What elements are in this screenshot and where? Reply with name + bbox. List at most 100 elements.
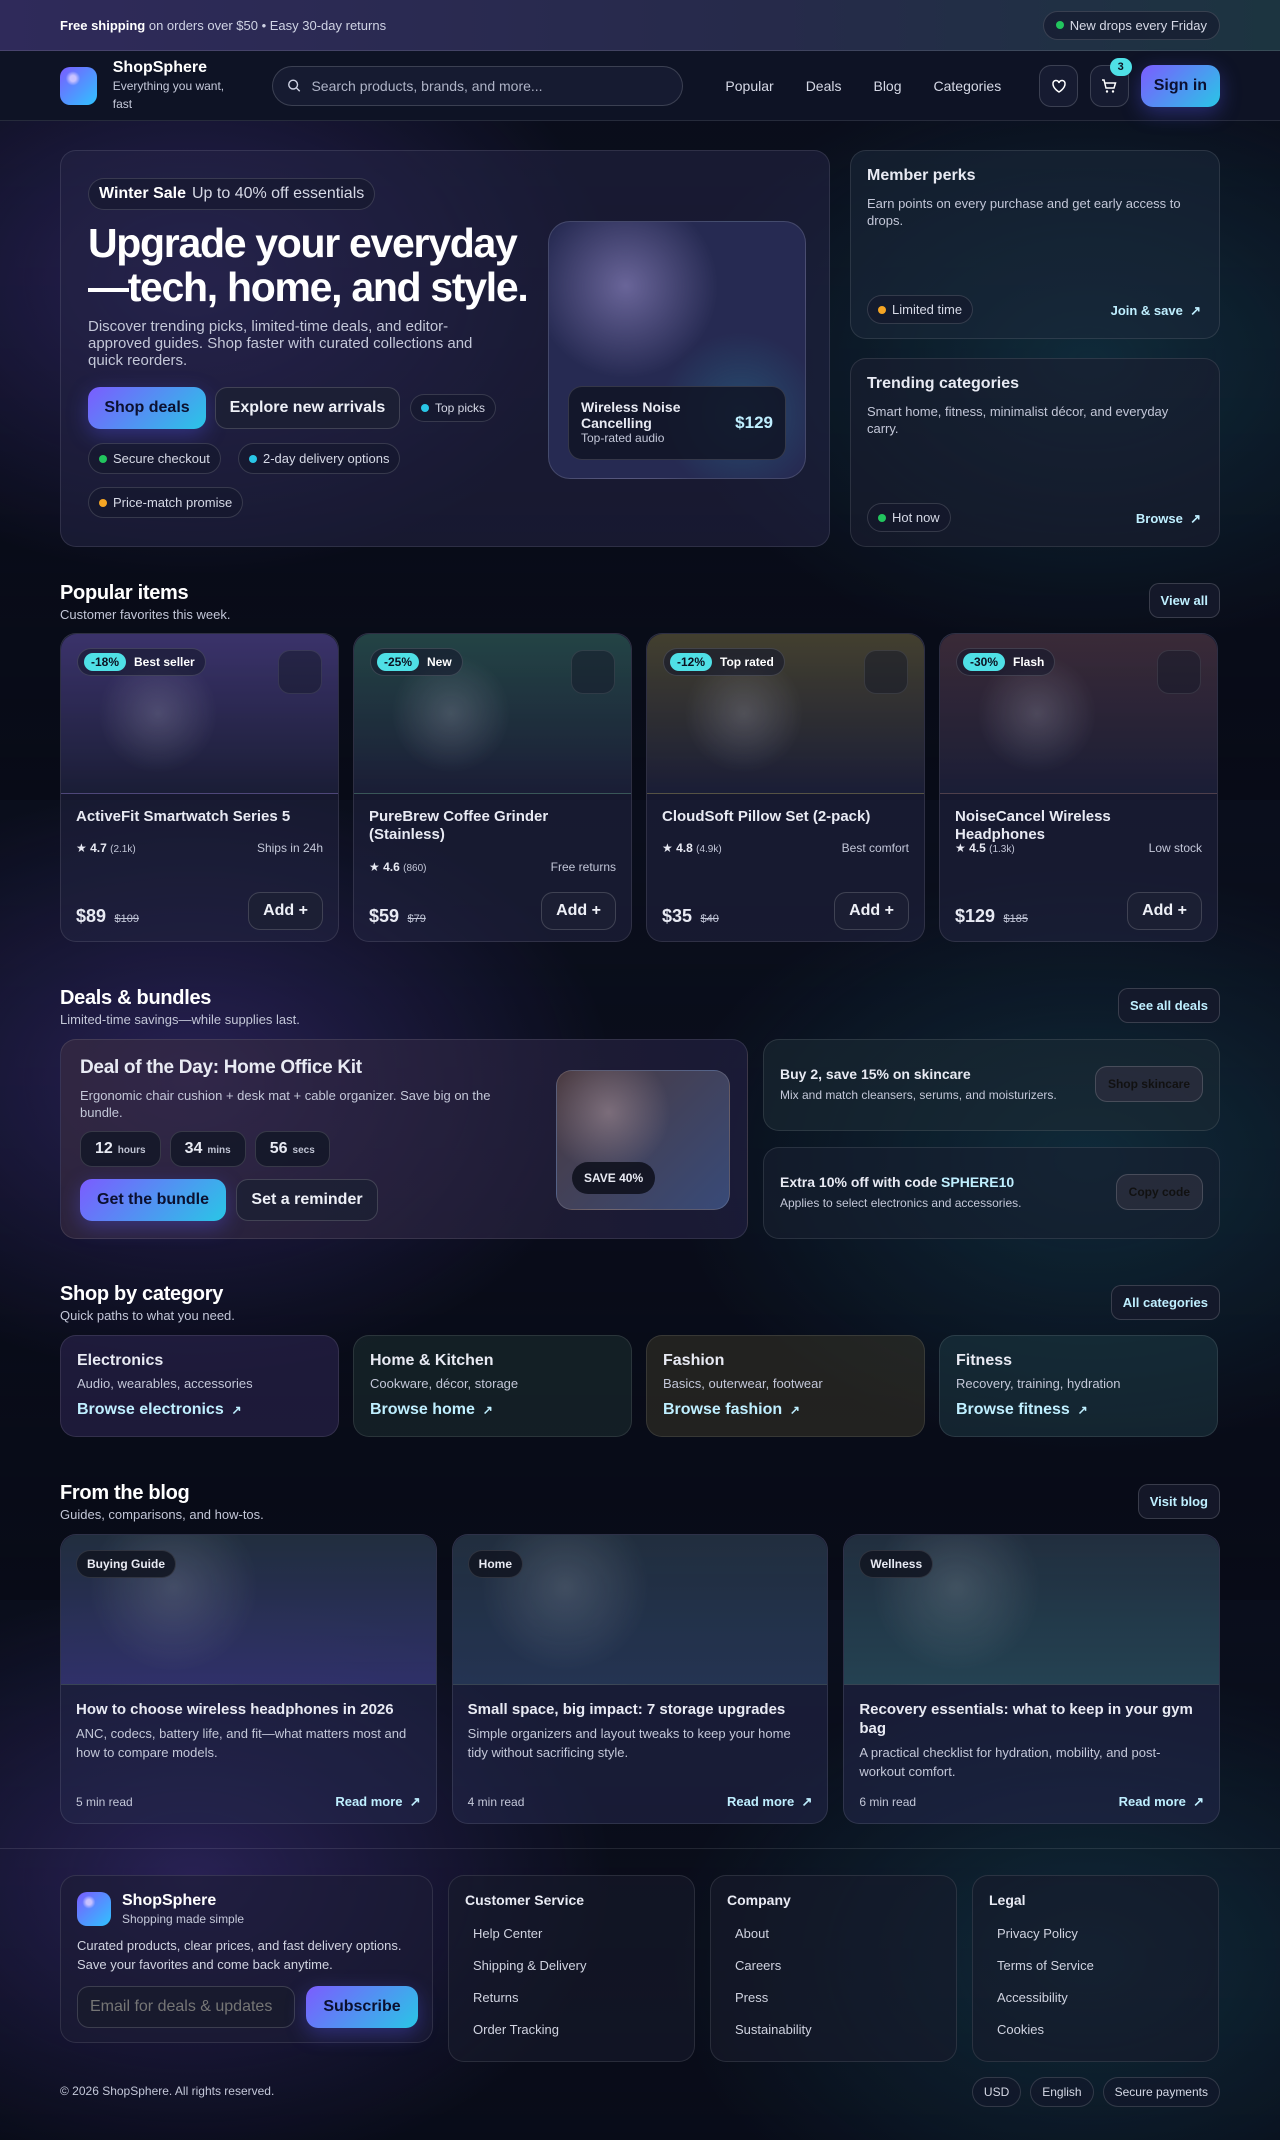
footer-link[interactable]: Accessibility: [997, 1990, 1068, 2005]
footer-link[interactable]: Cookies: [997, 2022, 1044, 2037]
add-to-cart-button[interactable]: Add +: [1127, 892, 1202, 930]
footer-link[interactable]: Shipping & Delivery: [473, 1958, 587, 1973]
skincare-deal-card: Buy 2, save 15% on skincare Mix and matc…: [763, 1039, 1220, 1131]
read-more-link[interactable]: Read more ↗: [1118, 1794, 1205, 1809]
view-all-button[interactable]: View all: [1148, 583, 1220, 618]
footer-link[interactable]: Sustainability: [735, 2022, 812, 2037]
brand[interactable]: ShopSphere Everything you want, fast: [112, 58, 225, 111]
blog-grid: Buying Guide How to choose wireless head…: [60, 1534, 1221, 1824]
category-link[interactable]: Browse fitness ↗: [956, 1401, 1088, 1418]
wishlist-heart-icon[interactable]: [571, 650, 615, 694]
join-save-link[interactable]: Join & save ↗: [1110, 303, 1201, 318]
nav-deals[interactable]: Deals: [805, 77, 842, 94]
blog-card[interactable]: Wellness Recovery essentials: what to ke…: [843, 1534, 1221, 1824]
hero-product-image[interactable]: Wireless Noise Cancelling Top-rated audi…: [548, 221, 806, 479]
product-tag: -25% New: [370, 648, 463, 676]
blog-title: Recovery essentials: what to keep in you…: [859, 1701, 1193, 1737]
arrow-up-right-icon: ↗: [406, 1794, 421, 1809]
plus-icon: +: [298, 902, 308, 919]
nav-blog[interactable]: Blog: [873, 77, 902, 94]
product-meta: ★ 4.7 (2.1k) Ships in 24h: [76, 841, 323, 855]
cart-button[interactable]: 3: [1089, 57, 1132, 107]
limited-time-chip: Limited time: [867, 295, 974, 324]
footer-link[interactable]: Press: [735, 1990, 769, 2005]
blog-image: Home: [452, 1535, 828, 1685]
blog-desc: ANC, codecs, battery life, and fit—what …: [76, 1726, 407, 1760]
add-to-cart-button[interactable]: Add +: [541, 892, 616, 930]
footer-link[interactable]: Careers: [735, 1958, 782, 1973]
add-to-cart-button[interactable]: Add +: [834, 892, 909, 930]
logo-icon[interactable]: [60, 66, 97, 105]
nav-popular[interactable]: Popular: [725, 77, 774, 94]
blog-image: Wellness: [844, 1535, 1220, 1685]
product-card[interactable]: -25% New PureBrew Coffee Grinder (Stainle…: [353, 633, 632, 942]
shop-deals-button[interactable]: Shop deals: [88, 387, 206, 429]
newsletter-email-input[interactable]: [77, 1986, 295, 2028]
chip-delivery[interactable]: 2-day delivery options: [238, 443, 401, 474]
copy-code-button[interactable]: Copy code: [1115, 1174, 1203, 1210]
category-card[interactable]: Home & Kitchen Cookware, décor, storage …: [353, 1335, 632, 1437]
currency-selector[interactable]: USD: [971, 2077, 1022, 2107]
product-card[interactable]: -12% Top rated CloudSoft Pillow Set (2-pa…: [646, 633, 925, 942]
footer-link[interactable]: Terms of Service: [997, 1958, 1094, 1973]
chip-price-match[interactable]: Price-match promise: [88, 487, 244, 518]
footer-column: Company About Careers Press Sustainability: [710, 1875, 957, 2062]
subscribe-button[interactable]: Subscribe: [306, 1986, 418, 2028]
category-link[interactable]: Browse electronics ↗: [77, 1401, 242, 1418]
product-name: PureBrew Coffee Grinder (Stainless): [369, 808, 549, 843]
wishlist-heart-icon[interactable]: [1157, 650, 1201, 694]
get-bundle-button[interactable]: Get the bundle: [80, 1179, 226, 1221]
category-link[interactable]: Browse fashion ↗: [663, 1401, 800, 1418]
chip-secure-checkout[interactable]: Secure checkout: [88, 443, 221, 474]
chip-top-picks[interactable]: Top picks: [410, 394, 497, 422]
deal-image[interactable]: SAVE 40%: [556, 1070, 730, 1210]
category-card[interactable]: Fitness Recovery, training, hydration Br…: [939, 1335, 1218, 1437]
footer-link[interactable]: Privacy Policy: [997, 1926, 1078, 1941]
star-icon: ★: [369, 860, 380, 874]
footer-link[interactable]: Order Tracking: [473, 2022, 559, 2037]
category-link[interactable]: Browse home ↗: [370, 1401, 493, 1418]
category-card[interactable]: Fashion Basics, outerwear, footwear Brow…: [646, 1335, 925, 1437]
dot-icon: [421, 404, 429, 412]
blog-card[interactable]: Buying Guide How to choose wireless head…: [60, 1534, 437, 1824]
category-card[interactable]: Electronics Audio, wearables, accessorie…: [60, 1335, 339, 1437]
search-input[interactable]: [311, 77, 669, 94]
promo-code: SPHERE10: [941, 1174, 1015, 1190]
trending-categories-card: Trending categories Smart home, fitness,…: [850, 358, 1220, 547]
product-card[interactable]: -30% Flash NoiseCancel Wireless Headphone…: [939, 633, 1218, 942]
arrow-up-right-icon: ↗: [1074, 1403, 1088, 1417]
wishlist-heart-icon[interactable]: [278, 650, 322, 694]
shop-skincare-button[interactable]: Shop skincare: [1094, 1066, 1203, 1102]
blog-desc: Simple organizers and layout tweaks to k…: [467, 1726, 791, 1760]
footer-link[interactable]: Help Center: [473, 1926, 543, 1941]
browse-link[interactable]: Browse ↗: [1135, 511, 1201, 526]
product-card[interactable]: -18% Best seller ActiveFit Smartwatch Ser…: [60, 633, 339, 942]
product-tag: -12% Top rated: [663, 648, 785, 676]
add-to-cart-button[interactable]: Add +: [248, 892, 323, 930]
hero-card: Winter Sale Up to 40% off essentials Upgr…: [60, 150, 830, 547]
explore-new-arrivals-button[interactable]: Explore new arrivals: [215, 387, 400, 429]
read-more-link[interactable]: Read more ↗: [727, 1794, 813, 1809]
wishlist-button[interactable]: [1039, 64, 1078, 107]
sign-in-button[interactable]: Sign in: [1140, 64, 1221, 107]
footer-divider: [0, 1848, 1280, 1849]
nav-categories[interactable]: Categories: [933, 77, 1002, 94]
footer-link[interactable]: Returns: [473, 1990, 519, 2005]
see-all-deals-button[interactable]: See all deals: [1117, 988, 1220, 1023]
product-price: $129: [735, 413, 773, 432]
star-icon: ★: [955, 841, 966, 855]
all-categories-button[interactable]: All categories: [1110, 1285, 1220, 1320]
visit-blog-button[interactable]: Visit blog: [1137, 1484, 1220, 1519]
wishlist-heart-icon[interactable]: [864, 650, 908, 694]
language-selector[interactable]: English: [1030, 2077, 1094, 2107]
dot-icon: [99, 454, 107, 463]
product-price: $89 $109: [76, 906, 139, 926]
plus-icon: +: [1177, 902, 1187, 919]
product-meta: ★ 4.5 (1.3k) Low stock: [955, 841, 1202, 855]
set-reminder-button[interactable]: Set a reminder: [236, 1179, 378, 1221]
blog-header: From the blog Guides, comparisons, and ho…: [60, 1482, 264, 1522]
hero-title: Upgrade your everyday —tech, home, and st…: [88, 220, 529, 310]
footer-link[interactable]: About: [735, 1926, 769, 1941]
read-more-link[interactable]: Read more ↗: [335, 1794, 421, 1809]
blog-card[interactable]: Home Small space, big impact: 7 storage …: [451, 1534, 829, 1824]
